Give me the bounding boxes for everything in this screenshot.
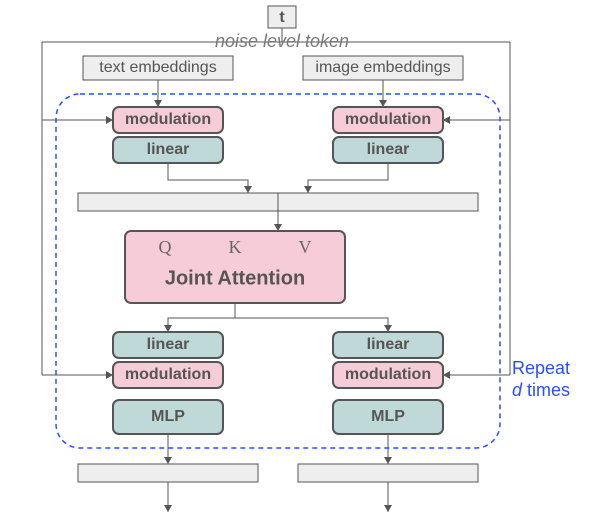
linear-bl-label: linear (147, 336, 190, 353)
token-label: t (279, 9, 285, 26)
output-r (298, 464, 478, 482)
mlp-r-label: MLP (371, 408, 405, 425)
linear-tl-label: linear (147, 141, 190, 158)
modulation-tr-label: modulation (345, 111, 431, 128)
diagram-canvas: t noise level token text embeddings image e… (0, 0, 596, 520)
token-caption: noise level token (215, 31, 349, 51)
repeat-label-2: d times (512, 380, 570, 400)
joint-attention-label: Joint Attention (165, 267, 305, 289)
modulation-tl-label: modulation (125, 111, 211, 128)
k-label: K (229, 237, 242, 257)
v-label: V (299, 237, 312, 257)
modulation-bl-label: modulation (125, 366, 211, 383)
output-l (78, 464, 258, 482)
q-label: Q (159, 237, 172, 257)
image-embeddings-label: image embeddings (315, 59, 450, 76)
mlp-l-label: MLP (151, 408, 185, 425)
linear-tr-label: linear (367, 141, 410, 158)
text-embeddings-label: text embeddings (99, 59, 216, 76)
repeat-label-1: Repeat (512, 358, 570, 378)
linear-br-label: linear (367, 336, 410, 353)
modulation-br-label: modulation (345, 366, 431, 383)
